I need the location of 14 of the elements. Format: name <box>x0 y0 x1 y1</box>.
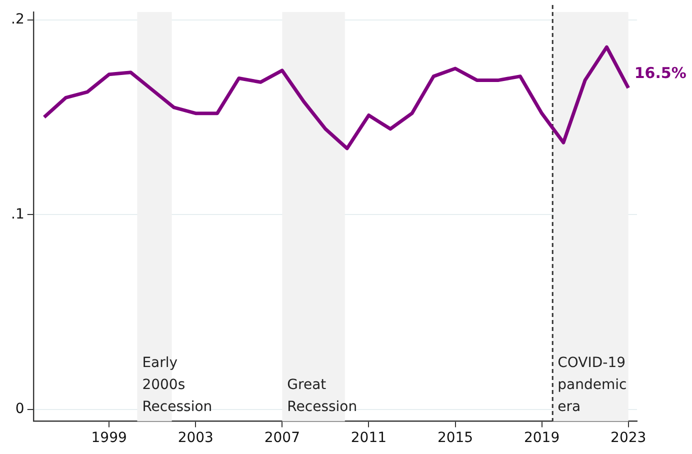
y-tick-label: 0 <box>15 401 24 418</box>
x-tick-label: 1999 <box>91 430 127 446</box>
band-label: Early 2000s Recession <box>142 355 212 416</box>
x-tick-label: 2011 <box>350 430 387 446</box>
band-label: COVID-19 pandemic era <box>558 355 627 416</box>
x-tick-label: 2023 <box>610 430 646 446</box>
x-tick-label: 2019 <box>524 430 560 446</box>
y-tick-label: .2 <box>11 11 24 28</box>
x-tick-label: 2007 <box>264 430 300 446</box>
x-tick-label: 2015 <box>437 430 474 446</box>
x-tick-label: 2003 <box>178 430 214 446</box>
band-label: Great Recession <box>287 377 358 416</box>
y-tick-label: .1 <box>11 206 24 222</box>
annotation: 16.5% <box>634 64 686 82</box>
